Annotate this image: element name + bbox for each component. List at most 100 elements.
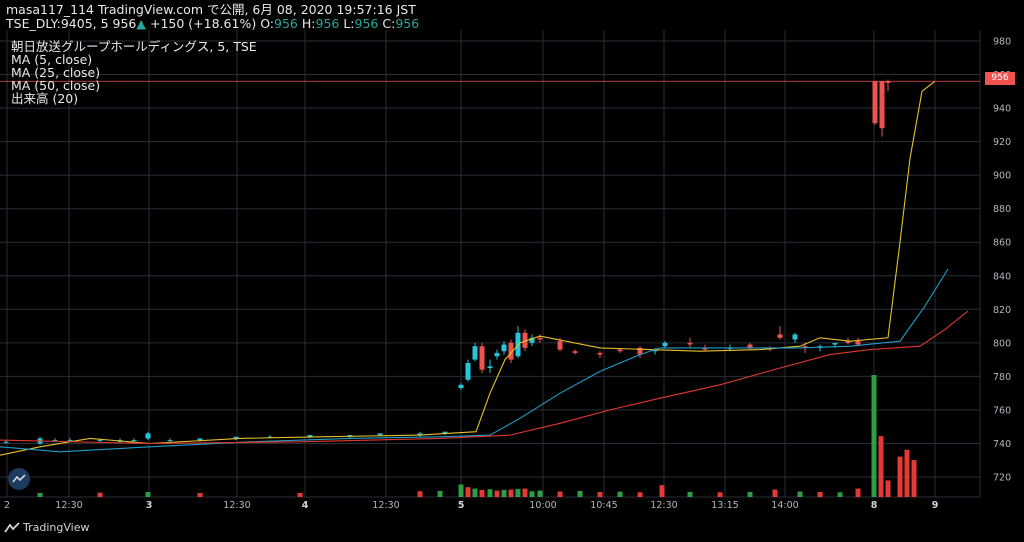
high-value: 956 bbox=[315, 16, 340, 31]
candle bbox=[479, 342, 485, 374]
volume-bar bbox=[522, 488, 528, 497]
volume-bars bbox=[37, 375, 917, 497]
candle bbox=[167, 438, 173, 442]
grid-lines bbox=[0, 30, 981, 498]
high-label: H: bbox=[301, 16, 316, 31]
candle bbox=[417, 431, 423, 437]
chart-header: masa117_114 TradingView.com で公開, 6月 08, … bbox=[6, 3, 419, 33]
time-tick-label: 9 bbox=[932, 500, 939, 511]
tradingview-logo-icon bbox=[4, 521, 20, 533]
volume-bar bbox=[885, 480, 891, 497]
price-tick-label: 720 bbox=[993, 473, 1011, 484]
candle bbox=[855, 337, 861, 347]
candle bbox=[637, 346, 643, 358]
price-axis: 7207407607808008208408608809009209409609… bbox=[993, 37, 1011, 484]
price-tick-label: 740 bbox=[993, 439, 1011, 450]
brand-name: TradingView bbox=[23, 521, 90, 534]
candle bbox=[197, 438, 203, 442]
volume-bar bbox=[145, 491, 151, 497]
time-tick-label: 10:45 bbox=[590, 500, 617, 511]
volume-bar bbox=[557, 491, 563, 497]
volume-bar bbox=[911, 460, 917, 497]
volume-bar bbox=[97, 492, 103, 497]
price-tick-label: 860 bbox=[993, 238, 1011, 249]
volume-bar bbox=[904, 449, 910, 497]
candle bbox=[792, 332, 798, 343]
candle bbox=[522, 329, 528, 352]
legend-symbol[interactable]: 朝日放送グループホールディングス, 5, TSE bbox=[11, 39, 257, 54]
time-tick-label: 10:00 bbox=[529, 500, 556, 511]
time-tick-label: 5 bbox=[458, 500, 465, 511]
price-tick-label: 800 bbox=[993, 338, 1011, 349]
candle bbox=[817, 344, 823, 352]
time-tick-label: 12:30 bbox=[223, 500, 250, 511]
volume-bar bbox=[437, 490, 443, 497]
volume-bar bbox=[797, 491, 803, 497]
time-tick-label: 3 bbox=[146, 500, 153, 511]
candle bbox=[597, 351, 603, 358]
volume-bar bbox=[472, 488, 478, 497]
ma50-line bbox=[0, 310, 969, 445]
volume-bar bbox=[747, 491, 753, 497]
price-tick-label: 920 bbox=[993, 137, 1011, 148]
candle bbox=[529, 334, 535, 347]
change-value: +150 (+18.61%) bbox=[150, 16, 257, 31]
time-tick-label: 2 bbox=[4, 500, 10, 511]
volume-bar bbox=[515, 488, 521, 497]
indicator-legend: 朝日放送グループホールディングス, 5, TSE MA (5, close) M… bbox=[11, 40, 257, 105]
volume-bar bbox=[637, 492, 643, 497]
volume-bar bbox=[197, 492, 203, 497]
volume-bar bbox=[529, 491, 535, 497]
candle bbox=[662, 341, 668, 348]
volume-bar bbox=[494, 490, 500, 497]
volume-bar bbox=[465, 487, 471, 497]
ma25-line bbox=[0, 268, 949, 453]
candles bbox=[3, 79, 891, 446]
volume-bar bbox=[717, 492, 723, 497]
price-tick-label: 840 bbox=[993, 271, 1011, 282]
candle bbox=[145, 431, 151, 441]
candle bbox=[501, 341, 507, 355]
ma5-line bbox=[0, 80, 936, 456]
volume-bar bbox=[487, 489, 493, 497]
last-value: 956 bbox=[112, 16, 137, 31]
price-tick-label: 980 bbox=[993, 37, 1011, 48]
up-arrow-icon: ▲ bbox=[136, 16, 147, 31]
symbol-ohlc-line: TSE_DLY:9405, 5 956▲ +150 (+18.61%) O:95… bbox=[6, 17, 419, 31]
volume-bar bbox=[537, 490, 543, 497]
candle bbox=[458, 383, 464, 390]
legend-volume[interactable]: 出来高 (20) bbox=[11, 91, 79, 106]
volume-bar bbox=[687, 491, 693, 497]
volume-bar bbox=[479, 489, 485, 497]
volume-bar bbox=[458, 484, 464, 497]
candle bbox=[472, 342, 478, 362]
brand-footer[interactable]: TradingView bbox=[4, 521, 89, 534]
volume-bar bbox=[417, 491, 423, 497]
price-tick-label: 900 bbox=[993, 171, 1011, 182]
volume-bar bbox=[897, 456, 903, 497]
volume-bar bbox=[871, 375, 877, 497]
open-label: O: bbox=[260, 16, 275, 31]
price-tick-label: 760 bbox=[993, 405, 1011, 416]
last-price-tag: 956 bbox=[985, 72, 1015, 85]
volume-bar bbox=[501, 489, 507, 497]
symbol: TSE_DLY:9405, 5 bbox=[6, 16, 109, 31]
candle bbox=[515, 326, 521, 358]
legend-ma5[interactable]: MA (5, close) bbox=[11, 52, 93, 67]
candle bbox=[652, 347, 658, 355]
tradingview-badge-icon[interactable] bbox=[8, 468, 30, 490]
low-label: L: bbox=[343, 16, 355, 31]
time-tick-label: 12:30 bbox=[650, 500, 677, 511]
time-tick-label: 4 bbox=[302, 500, 309, 511]
volume-bar bbox=[878, 436, 884, 497]
legend-ma50[interactable]: MA (50, close) bbox=[11, 78, 101, 93]
candle bbox=[687, 337, 693, 348]
legend-ma25[interactable]: MA (25, close) bbox=[11, 65, 101, 80]
low-value: 956 bbox=[354, 16, 379, 31]
volume-bar bbox=[837, 492, 843, 497]
close-label: C: bbox=[382, 16, 396, 31]
candle bbox=[494, 349, 500, 360]
volume-bar bbox=[597, 491, 603, 497]
volume-bar bbox=[508, 489, 514, 497]
